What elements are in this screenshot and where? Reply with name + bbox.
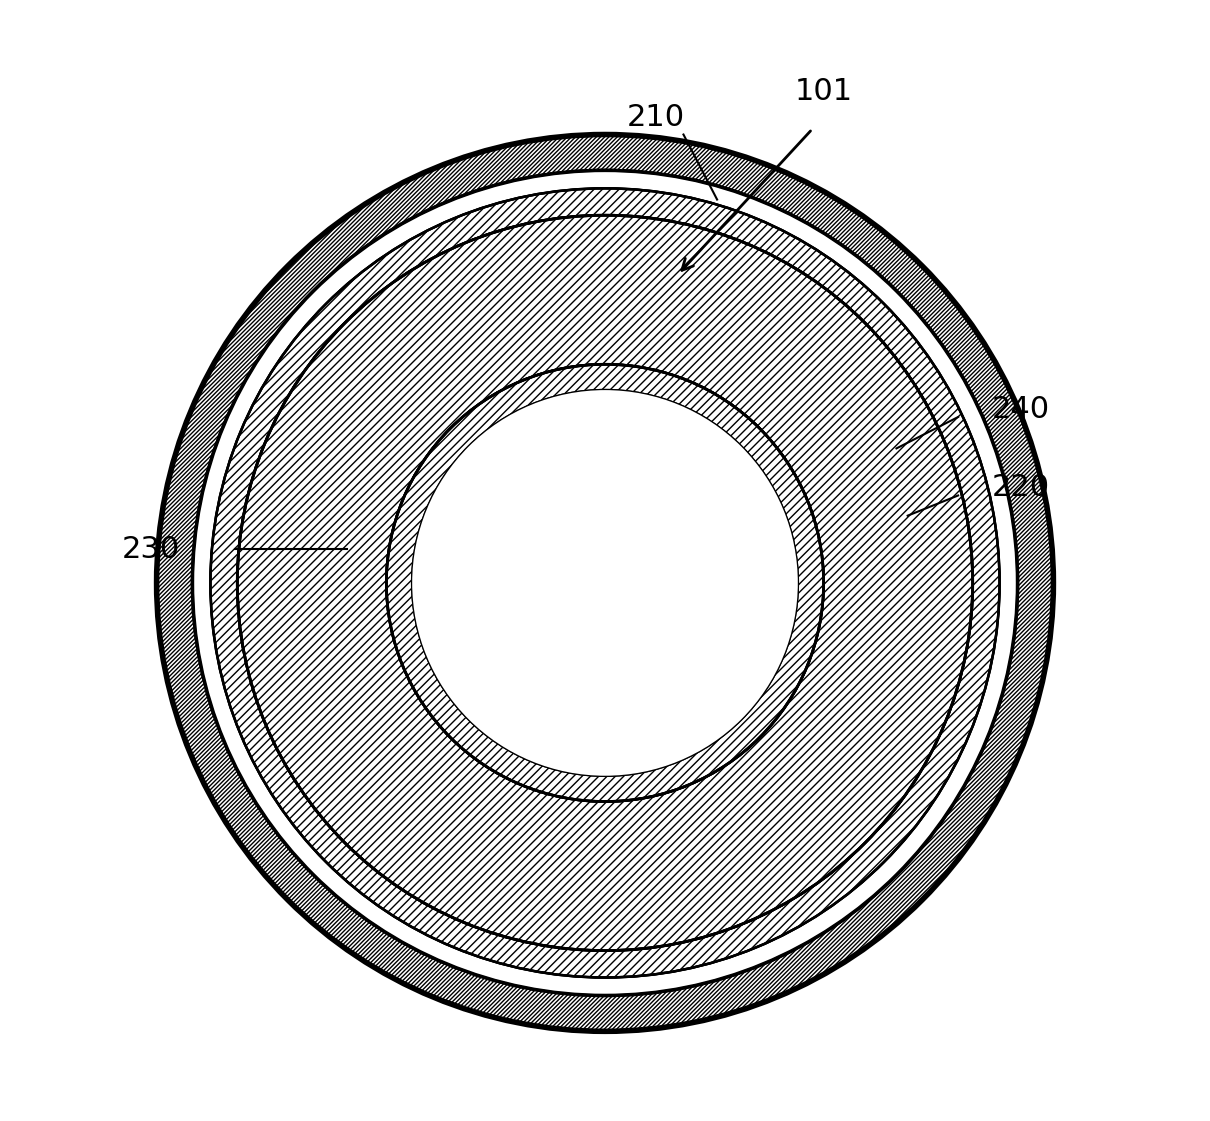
Text: 101: 101	[795, 77, 853, 106]
Circle shape	[413, 390, 797, 776]
Text: 230: 230	[122, 535, 180, 564]
Text: 220: 220	[992, 473, 1050, 502]
Text: 210: 210	[627, 103, 685, 132]
Text: 240: 240	[992, 395, 1050, 424]
